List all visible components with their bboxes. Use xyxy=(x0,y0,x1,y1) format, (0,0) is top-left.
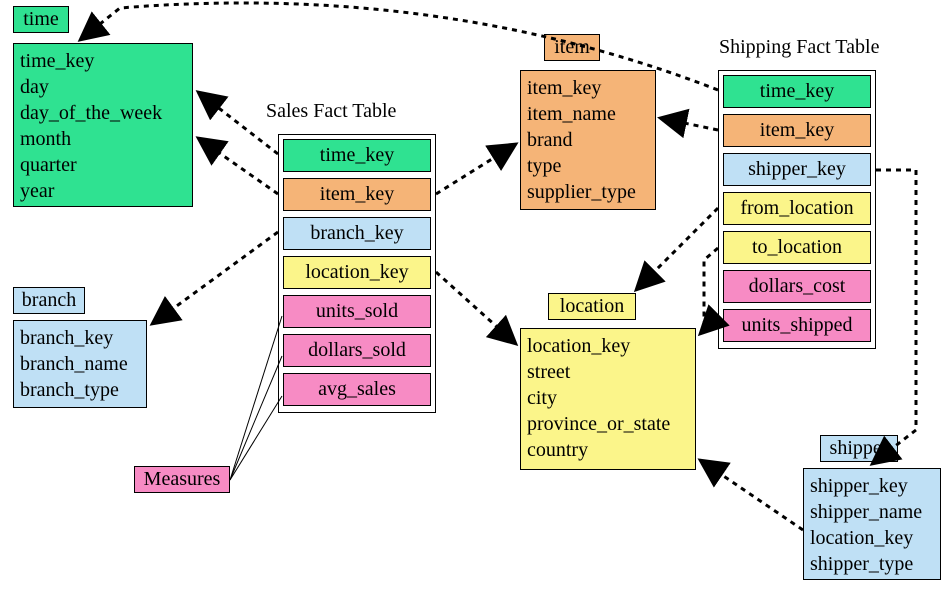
location-field: city xyxy=(527,385,689,411)
time-field: month xyxy=(20,126,186,152)
ship-from-location: from_location xyxy=(723,192,871,225)
item-box: item_key item_name brand type supplier_t… xyxy=(520,70,656,210)
item-field: type xyxy=(527,153,649,179)
branch-title: branch xyxy=(13,287,85,314)
location-field: street xyxy=(527,359,689,385)
location-field: province_or_state xyxy=(527,411,689,437)
branch-field: branch_key xyxy=(20,325,140,351)
sales-units-sold: units_sold xyxy=(283,295,431,328)
location-box: location_key street city province_or_sta… xyxy=(520,328,696,470)
shipper-field: shipper_name xyxy=(810,499,934,525)
sales-title: Sales Fact Table xyxy=(266,100,396,123)
item-field: brand xyxy=(527,127,649,153)
item-field: item_name xyxy=(527,101,649,127)
location-field: country xyxy=(527,437,689,463)
shipper-field: shipper_key xyxy=(810,473,934,499)
shipping-fact-table: time_key item_key shipper_key from_locat… xyxy=(718,70,876,349)
sales-dollars-sold: dollars_sold xyxy=(283,334,431,367)
time-field: day_of_the_week xyxy=(20,100,186,126)
branch-box: branch_key branch_name branch_type xyxy=(13,320,147,408)
ship-shipper-key: shipper_key xyxy=(723,153,871,186)
shipper-box: shipper_key shipper_name location_key sh… xyxy=(803,468,941,580)
ship-units-shipped: units_shipped xyxy=(723,309,871,342)
time-box: time_key day day_of_the_week month quart… xyxy=(13,43,193,207)
time-title: time xyxy=(13,6,69,33)
item-field: item_key xyxy=(527,75,649,101)
ship-item-key: item_key xyxy=(723,114,871,147)
sales-time-key: time_key xyxy=(283,139,431,172)
sales-location-key: location_key xyxy=(283,256,431,289)
time-field: year xyxy=(20,178,186,204)
ship-to-location: to_location xyxy=(723,231,871,264)
shipper-field: location_key xyxy=(810,525,934,551)
ship-dollars-cost: dollars_cost xyxy=(723,270,871,303)
item-title: item xyxy=(544,34,600,61)
location-title: location xyxy=(548,293,636,320)
time-field: day xyxy=(20,74,186,100)
shipper-title: shipper xyxy=(820,435,898,462)
sales-fact-table: time_key item_key branch_key location_ke… xyxy=(278,134,436,413)
location-field: location_key xyxy=(527,333,689,359)
sales-branch-key: branch_key xyxy=(283,217,431,250)
time-field: quarter xyxy=(20,152,186,178)
branch-field: branch_name xyxy=(20,351,140,377)
shipping-title: Shipping Fact Table xyxy=(719,36,879,59)
item-field: supplier_type xyxy=(527,179,649,205)
shipper-field: shipper_type xyxy=(810,551,934,577)
sales-item-key: item_key xyxy=(283,178,431,211)
sales-avg-sales: avg_sales xyxy=(283,373,431,406)
ship-time-key: time_key xyxy=(723,75,871,108)
measures-label: Measures xyxy=(134,466,230,493)
branch-field: branch_type xyxy=(20,377,140,403)
time-field: time_key xyxy=(20,48,186,74)
